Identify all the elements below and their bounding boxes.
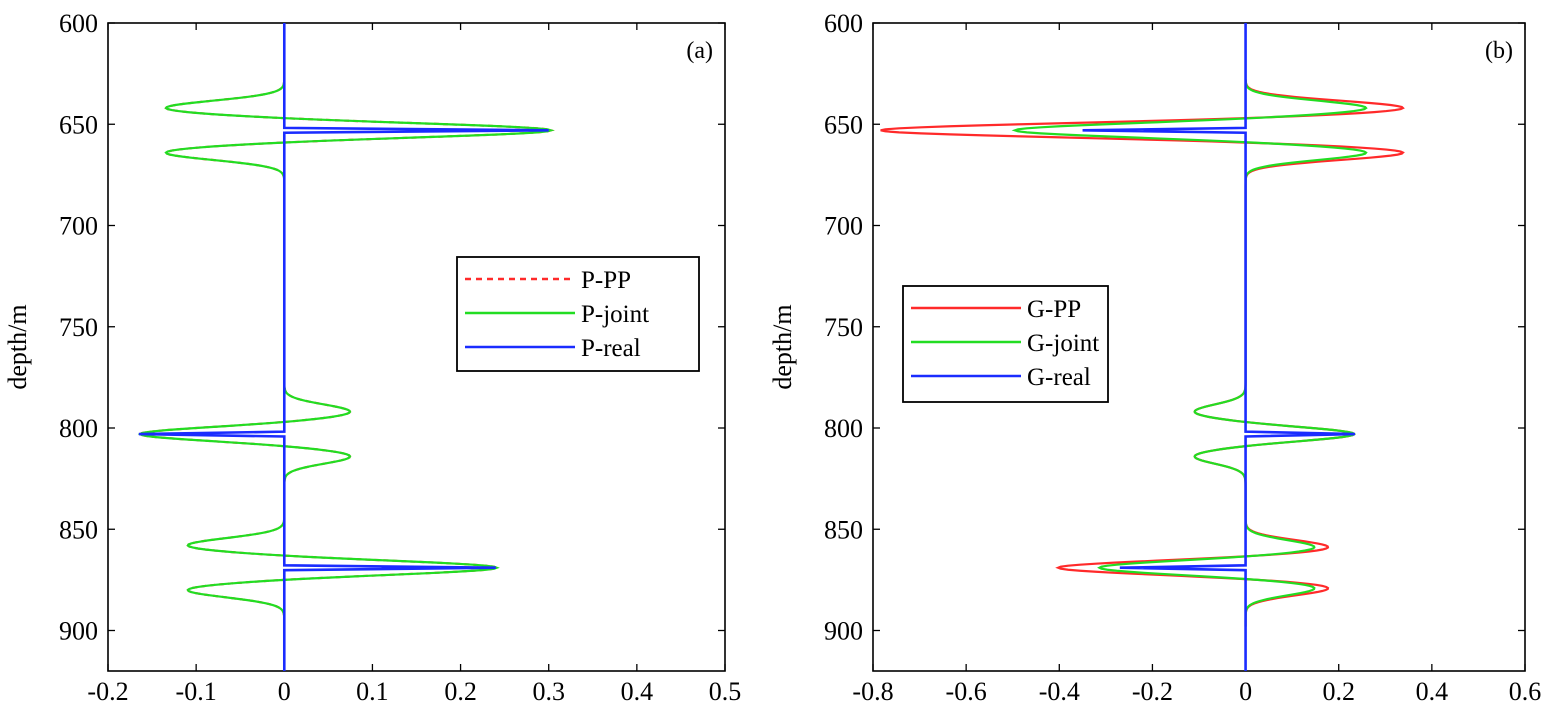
x-tick-label: 0.3 [532,677,565,706]
plot-frame [872,22,1526,672]
x-tick-label: 0 [278,677,291,706]
y-tick-label: 750 [824,313,863,342]
x-tick-label: -0.8 [852,677,893,706]
legend-label-p-joint: P-joint [581,301,649,328]
y-tick-label: 650 [824,110,863,139]
x-tick-label: 0.2 [444,677,477,706]
panel-label: (a) [686,38,713,64]
x-tick-label: -0.2 [87,677,128,706]
x-tick-label: -0.6 [946,677,987,706]
legend-label-g-joint: G-joint [1027,330,1099,357]
y-tick-label: 850 [824,515,863,544]
y-tick-label: 700 [824,212,863,241]
panel-label: (b) [1485,38,1513,64]
legend-label-g-real: G-real [1027,364,1091,391]
y-axis-label: depth/m [3,304,32,389]
x-tick-label: 0.1 [356,677,389,706]
x-tick-label: 0 [1239,677,1252,706]
legend: G-PP G-joint G-real [902,285,1109,403]
y-tick-label: 900 [59,617,98,646]
y-tick-label: 700 [59,212,98,241]
plot-frame [107,22,726,672]
y-tick-label: 750 [59,313,98,342]
x-tick-label: 0.5 [709,677,742,706]
panel-a: -0.2 -0.1 0 0.1 0.2 0.3 0.4 0.5 600 650 700 750 800 8… [3,9,741,706]
y-tick-label: 900 [824,617,863,646]
legend: P-PP P-joint P-real [456,256,700,372]
legend-box [902,285,1109,403]
legend-label-g-pp: G-PP [1027,296,1081,323]
y-tick-label: 600 [824,9,863,38]
legend-label-p-real: P-real [581,335,641,362]
y-tick-label: 650 [59,110,98,139]
panel-b: -0.8 -0.6 -0.4 -0.2 0 0.2 0.4 0.6 600 650 700 750 80… [768,9,1541,706]
y-tick-label: 800 [824,414,863,443]
x-tick-label: -0.4 [1039,677,1080,706]
x-tick-label: 0.6 [1509,677,1542,706]
y-tick-label: 800 [59,414,98,443]
y-tick-label: 850 [59,515,98,544]
x-tick-label: 0.4 [621,677,654,706]
series-line-p-real [138,23,549,671]
x-tick-label: 0.2 [1322,677,1355,706]
legend-label-p-pp: P-PP [581,267,631,294]
y-tick-label: 600 [59,9,98,38]
x-tick-label: -0.1 [176,677,217,706]
x-tick-label: -0.2 [1132,677,1173,706]
x-tick-label: 0.4 [1416,677,1449,706]
y-axis-label: depth/m [768,304,797,389]
series-line-g-real [1082,23,1356,671]
